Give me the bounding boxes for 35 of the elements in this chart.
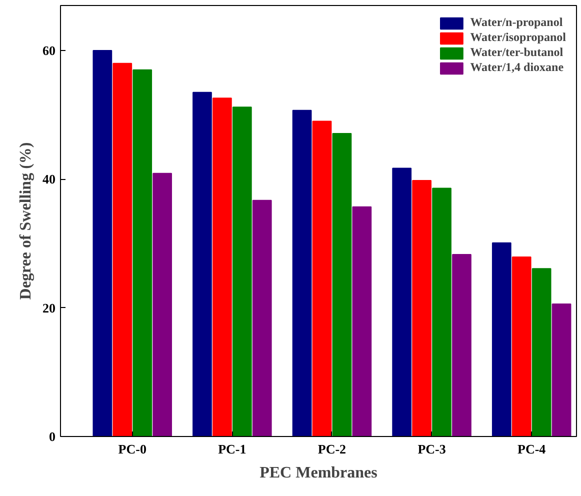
bar [532, 268, 552, 436]
bar [432, 188, 452, 436]
legend-label: Water/isopropanol [470, 30, 566, 45]
bar [92, 50, 112, 436]
y-tick-label: 40 [42, 172, 56, 187]
bar [452, 254, 472, 436]
x-tick-label: PC-3 [418, 442, 446, 456]
bar [232, 106, 252, 436]
bar [512, 256, 532, 436]
bar [252, 200, 272, 436]
bar [332, 133, 352, 436]
x-axis-title: PEC Membranes [260, 464, 378, 482]
bar [312, 120, 332, 436]
x-tick-label: PC-2 [318, 442, 346, 456]
bar [192, 92, 212, 436]
bar [132, 69, 152, 436]
legend-label: Water/n-propanol [470, 15, 563, 30]
y-tick-label: 20 [42, 300, 56, 316]
bar [352, 206, 372, 436]
bar [212, 98, 232, 436]
y-tick-label: 0 [49, 429, 56, 444]
legend-label: Water/1,4 dioxane [470, 60, 564, 75]
bar [552, 303, 572, 436]
legend-label: Water/ter-butanol [470, 45, 564, 60]
bar [292, 110, 312, 436]
bar [392, 168, 412, 436]
bar [412, 180, 432, 436]
y-axis-title: Degree of Swelling (%) [18, 142, 34, 300]
bar [492, 242, 512, 436]
y-tick-label: 60 [42, 43, 56, 58]
x-tick-label: PC-0 [118, 442, 146, 456]
bar [112, 62, 132, 436]
bar [152, 172, 172, 436]
x-tick-label: PC-1 [218, 442, 246, 456]
x-tick-label: PC-4 [518, 442, 546, 456]
